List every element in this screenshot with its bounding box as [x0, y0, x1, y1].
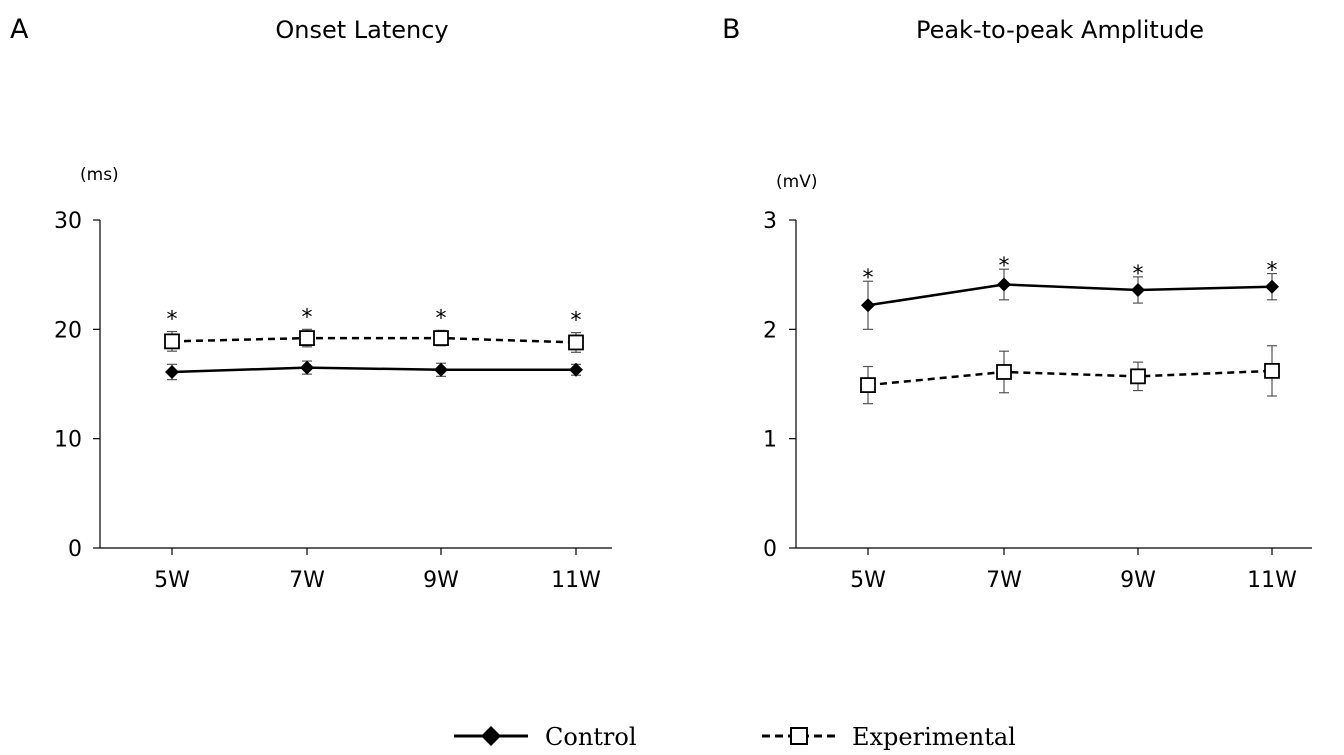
- data-point-experimental: [433, 330, 449, 346]
- data-point-control: [997, 277, 1011, 292]
- significance-marker: *: [302, 305, 313, 330]
- chart-panel-a: 0 10 20 30 5W 7W 9W 11W * * * *: [54, 209, 612, 593]
- panel-label-b: B: [722, 14, 741, 45]
- significance-marker: *: [999, 254, 1010, 279]
- y-tick-label: 30: [54, 209, 82, 234]
- chart-title-b: Peak-to-peak Amplitude: [916, 16, 1204, 44]
- data-point-control: [1265, 279, 1279, 294]
- y-axis-unit-a: (ms): [80, 165, 119, 185]
- series-line-control: [171, 366, 576, 374]
- y-tick-label: 0: [763, 537, 777, 562]
- significance-marker: *: [436, 306, 447, 331]
- y-tick-label: 2: [763, 318, 777, 343]
- legend-item-experimental: Experimental: [762, 723, 1016, 751]
- x-tick-label: 7W: [986, 568, 1022, 593]
- series-line-experimental: [171, 336, 577, 344]
- x-tick-label: 5W: [154, 568, 190, 593]
- y-tick-label: 20: [54, 318, 82, 343]
- data-point-control: [300, 360, 314, 375]
- panel-label-a: A: [10, 14, 29, 45]
- data-point-experimental: [1130, 368, 1146, 385]
- legend: Control Experimental: [454, 723, 1016, 751]
- significance-marker: *: [1267, 259, 1278, 284]
- significance-marker: *: [167, 308, 178, 333]
- significance-marker: *: [571, 309, 582, 334]
- series-line-experimental: [867, 369, 1273, 387]
- data-point-experimental: [164, 333, 180, 350]
- data-point-experimental: [860, 377, 876, 393]
- x-tick-label: 11W: [1247, 568, 1297, 593]
- x-tick-label: 9W: [1120, 568, 1156, 593]
- chart-panel-b: 0 1 2 3 5W 7W 9W 11W * * * *: [763, 209, 1312, 593]
- data-point-control: [165, 364, 179, 379]
- series-line-control: [867, 283, 1273, 307]
- y-tick-label: 10: [54, 428, 82, 453]
- data-point-control: [569, 362, 583, 377]
- y-tick-label: 3: [763, 209, 777, 234]
- x-tick-label: 9W: [423, 568, 459, 593]
- data-point-control: [1131, 282, 1145, 297]
- significance-marker: *: [863, 266, 874, 291]
- chart-title-a: Onset Latency: [275, 16, 448, 44]
- legend-label-experimental: Experimental: [852, 723, 1016, 751]
- y-tick-label: 0: [68, 537, 82, 562]
- y-axis-unit-b: (mV): [776, 172, 817, 192]
- legend-label-control: Control: [545, 723, 637, 751]
- data-point-control: [434, 362, 448, 377]
- data-point-experimental: [299, 330, 315, 346]
- legend-item-control: Control: [454, 723, 637, 751]
- data-point-control: [861, 298, 875, 313]
- x-tick-label: 11W: [551, 568, 601, 593]
- data-point-experimental: [996, 364, 1012, 380]
- legend-marker-control: [481, 726, 501, 746]
- significance-marker: *: [1133, 262, 1144, 287]
- data-point-experimental: [1264, 362, 1280, 379]
- data-point-experimental: [568, 334, 584, 351]
- y-tick-label: 1: [763, 428, 777, 453]
- x-tick-label: 5W: [850, 568, 886, 593]
- legend-marker-experimental: [790, 727, 808, 745]
- x-tick-label: 7W: [289, 568, 325, 593]
